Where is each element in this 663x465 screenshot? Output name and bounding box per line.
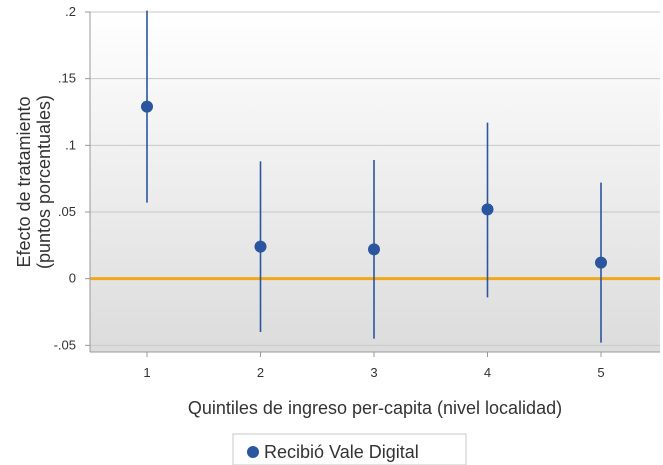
y-tick-label: .1	[65, 137, 76, 152]
legend-marker	[247, 446, 259, 458]
point-estimate-marker	[595, 256, 607, 269]
x-tick-labels: 1 2 3 4 5	[143, 352, 605, 380]
y-tick-labels: .2 .15 .1 .05 0 -.05	[54, 4, 90, 352]
grid-layer	[90, 11, 660, 346]
legend: Recibió Vale Digital	[232, 433, 467, 465]
x-tick-label: 5	[597, 365, 604, 380]
point-estimate-marker	[254, 240, 267, 253]
legend-box	[232, 433, 467, 465]
y-tick-label: .15	[58, 71, 76, 86]
x-tick-label: 2	[257, 365, 264, 380]
x-tick-label: 1	[143, 365, 150, 380]
y-tick-label: 0	[69, 271, 76, 286]
x-axis-title: Quintiles de ingreso per-capita (nivel l…	[188, 398, 562, 418]
point-estimate-marker	[141, 100, 153, 113]
y-axis-title-line2: (puntos porcentuales)	[34, 95, 54, 269]
point-estimate-marker	[368, 243, 380, 256]
legend-label: Recibió Vale Digital	[264, 442, 419, 462]
plot-area	[90, 12, 660, 352]
y-tick-label: .2	[65, 4, 76, 19]
point-estimate-marker	[481, 203, 494, 216]
y-tick-label: .05	[58, 204, 76, 219]
y-tick-label: -.05	[54, 337, 76, 352]
point-estimates	[141, 100, 607, 269]
y-axis-title-line1: Efecto de tratamiento	[14, 96, 34, 267]
x-tick-label: 3	[370, 365, 377, 380]
x-tick-label: 4	[484, 365, 491, 380]
